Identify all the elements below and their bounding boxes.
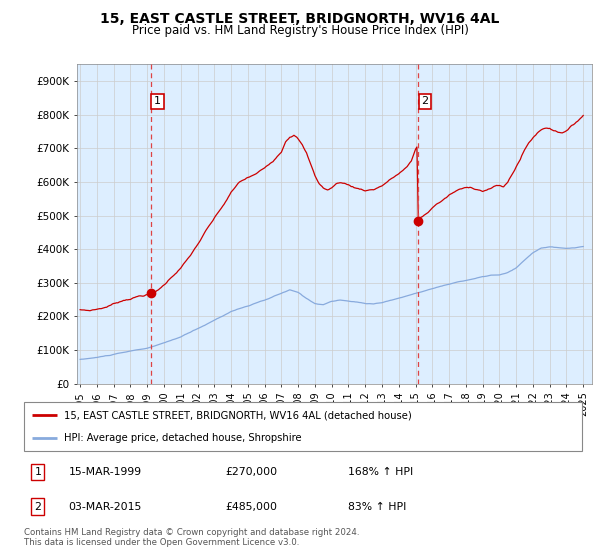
Text: 15, EAST CASTLE STREET, BRIDGNORTH, WV16 4AL (detached house): 15, EAST CASTLE STREET, BRIDGNORTH, WV16… <box>64 410 412 421</box>
Text: 03-MAR-2015: 03-MAR-2015 <box>68 502 142 511</box>
Text: HPI: Average price, detached house, Shropshire: HPI: Average price, detached house, Shro… <box>64 433 302 444</box>
Text: 15-MAR-1999: 15-MAR-1999 <box>68 466 142 477</box>
Text: 2: 2 <box>35 502 41 511</box>
Text: Contains HM Land Registry data © Crown copyright and database right 2024.
This d: Contains HM Land Registry data © Crown c… <box>24 528 359 547</box>
Text: 1: 1 <box>35 466 41 477</box>
Text: 15, EAST CASTLE STREET, BRIDGNORTH, WV16 4AL: 15, EAST CASTLE STREET, BRIDGNORTH, WV16… <box>100 12 500 26</box>
Text: Price paid vs. HM Land Registry's House Price Index (HPI): Price paid vs. HM Land Registry's House … <box>131 24 469 37</box>
Text: 1: 1 <box>154 96 161 106</box>
Text: 2: 2 <box>422 96 428 106</box>
Text: £270,000: £270,000 <box>225 466 277 477</box>
Text: £485,000: £485,000 <box>225 502 277 511</box>
Text: 168% ↑ HPI: 168% ↑ HPI <box>347 466 413 477</box>
Text: 83% ↑ HPI: 83% ↑ HPI <box>347 502 406 511</box>
FancyBboxPatch shape <box>24 402 582 451</box>
